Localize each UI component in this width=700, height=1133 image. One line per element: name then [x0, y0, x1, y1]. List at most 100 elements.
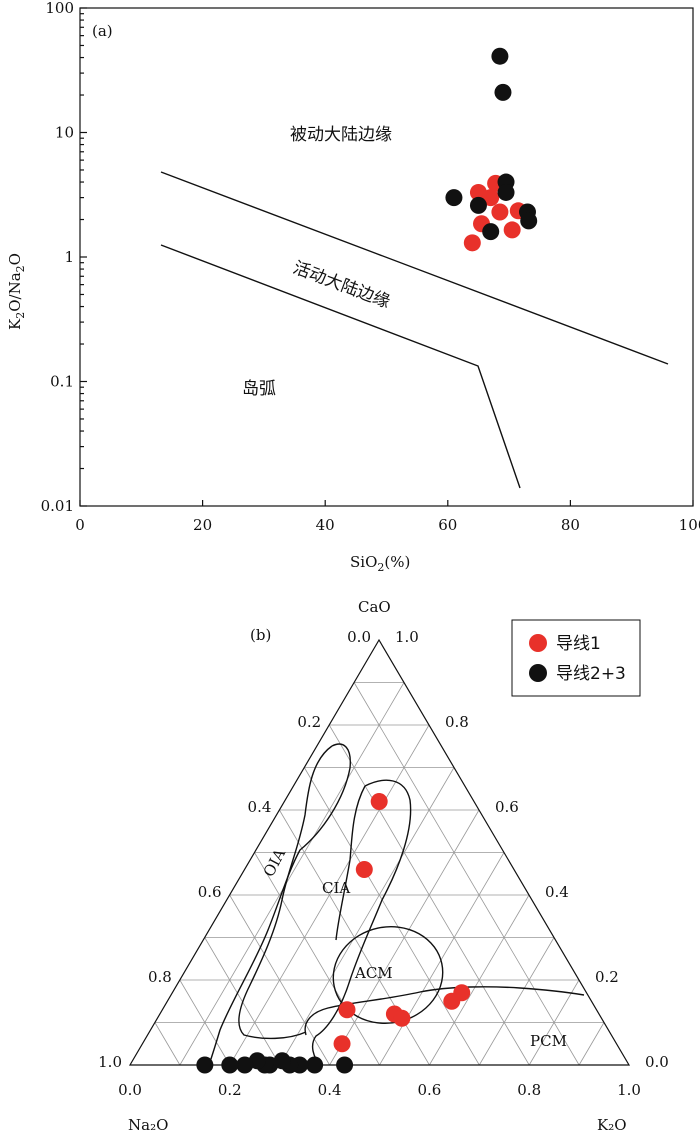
data-point-line1 — [503, 221, 521, 239]
left-axis-label: 0.8 — [148, 968, 172, 986]
apex-label-k2o: K₂O — [597, 1116, 627, 1133]
data-point-line23 — [494, 83, 512, 101]
apex-label-cao: CaO — [358, 598, 391, 616]
ternary-grid — [154, 682, 605, 1066]
y-axis-ticks: 0.01 0.1 1 10 100 — [41, 0, 87, 515]
boundary-active-arc — [160, 244, 521, 489]
panel-label-a: (a) — [92, 22, 113, 40]
legend-box — [511, 619, 641, 697]
field-label-pcm: PCM — [530, 1032, 567, 1050]
y-tick-label: 0.1 — [50, 373, 74, 391]
y-tick-label: 0.01 — [41, 497, 74, 515]
y-axis-title: K2O/Na2O — [6, 253, 27, 330]
data-point-line23 — [469, 196, 487, 214]
left-axis-label: 0.2 — [297, 713, 321, 731]
field-pcm-boundary — [304, 986, 585, 1036]
bottom-axis-label: 1.0 — [617, 1081, 641, 1099]
field-cia-inner-edge — [335, 785, 366, 941]
data-point-line23 — [236, 1056, 254, 1074]
legend-label-line1: 导线1 — [556, 634, 601, 654]
field-oia-left-edge — [208, 743, 351, 1066]
data-point-line1 — [333, 1035, 351, 1053]
x-tick-label: 100 — [679, 516, 700, 534]
x-tick-label: 0 — [75, 516, 85, 534]
y-tick-label: 100 — [45, 0, 74, 17]
panel-a-chart: 0 20 40 60 80 100 0.01 0.1 1 10 100 (a) 被动大陆边缘 活动… — [6, 0, 700, 574]
x-axis-title: SiO2(%) — [350, 553, 410, 574]
field-oia-right-edge — [238, 745, 333, 1040]
data-point-line23 — [196, 1056, 214, 1074]
bottom-axis-label: 0.8 — [517, 1081, 541, 1099]
data-point-line1 — [338, 1001, 356, 1019]
legend: 导线1 导线2+3 — [511, 619, 641, 697]
y-tick-label: 1 — [64, 248, 74, 266]
right-axis-label: 1.0 — [395, 628, 419, 646]
grid-line-na2o — [229, 894, 330, 1066]
x-tick-label: 20 — [193, 516, 212, 534]
field-label-cia: CIA — [322, 879, 350, 897]
data-point-line1 — [491, 203, 509, 221]
data-point-line1 — [482, 189, 500, 207]
x-tick-label: 80 — [561, 516, 580, 534]
right-axis-label: 0.0 — [645, 1053, 669, 1071]
right-axis-label: 0.2 — [595, 968, 619, 986]
grid-line-k2o — [379, 852, 505, 1066]
panel-label-b: (b) — [250, 626, 271, 644]
field-label-acm: ACM — [354, 964, 393, 982]
grid-line-na2o — [254, 852, 380, 1066]
legend-marker-line1 — [529, 634, 547, 652]
x-axis-ticks: 0 20 40 60 80 100 — [75, 500, 700, 534]
data-point-line23 — [497, 183, 515, 201]
data-point-line23 — [520, 212, 538, 230]
grid-line-na2o — [179, 979, 231, 1066]
scatter-points-b — [196, 793, 471, 1074]
data-point-line1 — [463, 234, 481, 252]
region-passive-margin: 被动大陆边缘 — [290, 125, 392, 145]
legend-label-line23: 导线2+3 — [556, 664, 626, 684]
data-point-line23 — [445, 189, 463, 207]
legend-marker-line23 — [529, 664, 547, 682]
right-axis-label: 0.6 — [495, 798, 519, 816]
left-axis-label: 1.0 — [98, 1053, 122, 1071]
data-point-line23 — [336, 1056, 354, 1074]
grid-line-na2o — [353, 682, 580, 1066]
grid-line-k2o — [429, 894, 530, 1066]
x-tick-label: 40 — [316, 516, 335, 534]
data-point-line1 — [393, 1009, 411, 1027]
grid-line-k2o — [578, 1022, 605, 1066]
panel-b-ternary: 0.0 0.2 0.4 0.6 0.8 1.0 1.0 0.8 0.6 0.4 0.2 0.0 0.0 0… — [98, 598, 669, 1133]
left-axis-label: 0.4 — [248, 798, 272, 816]
data-point-line23 — [306, 1056, 324, 1074]
left-axis-label: 0.6 — [198, 883, 222, 901]
grid-line-na2o — [154, 1022, 181, 1066]
apex-label-na2o: Na₂O — [128, 1116, 168, 1133]
right-axis-label: 0.8 — [445, 713, 469, 731]
bottom-axis-label: 0.6 — [417, 1081, 441, 1099]
bottom-axis-label: 0.4 — [318, 1081, 342, 1099]
field-cia-boundary — [311, 779, 412, 1066]
bottom-axis-label: 0.0 — [118, 1081, 142, 1099]
grid-line-k2o — [279, 767, 455, 1066]
scatter-points-a — [445, 47, 538, 252]
left-axis-label: 0.0 — [347, 628, 371, 646]
ternary-ticks: 0.0 0.2 0.4 0.6 0.8 1.0 1.0 0.8 0.6 0.4 0.2 0.0 0.0 0… — [98, 628, 669, 1099]
data-point-line23 — [482, 223, 500, 241]
grid-line-k2o — [179, 682, 405, 1066]
ternary-frame — [128, 638, 631, 1066]
data-point-line1 — [370, 793, 388, 810]
boundary-passive-active — [160, 171, 669, 365]
right-axis-label: 0.4 — [545, 883, 569, 901]
grid-line-k2o — [478, 937, 555, 1066]
data-point-line1 — [443, 992, 461, 1010]
y-tick-label: 10 — [55, 124, 74, 142]
bottom-axis-label: 0.2 — [218, 1081, 242, 1099]
data-point-line1 — [355, 861, 373, 878]
field-label-oia: OIA — [260, 846, 290, 880]
grid-line-k2o — [528, 979, 580, 1066]
x-tick-label: 60 — [438, 516, 457, 534]
data-point-line23 — [491, 47, 509, 65]
data-point-line23 — [221, 1056, 239, 1074]
region-active-margin: 活动大陆边缘 — [290, 258, 392, 313]
region-island-arc: 岛弧 — [242, 379, 276, 399]
grid-line-na2o — [303, 767, 480, 1066]
